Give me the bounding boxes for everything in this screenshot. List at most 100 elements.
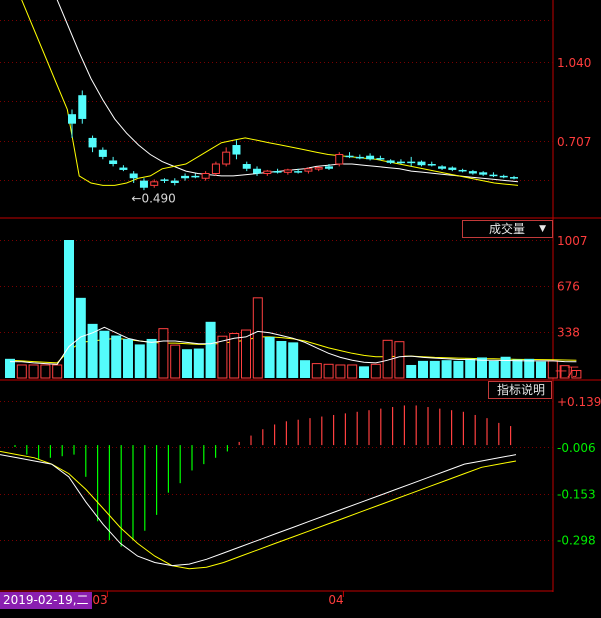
candlestick [335,152,344,167]
chevron-down-icon: ▼ [539,224,546,234]
volume-bar [335,364,346,379]
macd-axis-tick: -0.006 [557,441,596,455]
candle-body [314,167,323,170]
candle-body [489,174,498,177]
macd-panel [0,405,517,570]
volume-axis-tick: 676 [557,279,580,293]
candle-body [109,160,118,165]
volume-bar [99,330,110,378]
volume-ma-white [9,326,577,365]
volume-bar [488,360,499,378]
volume-bar [75,297,86,378]
candle-body [376,158,385,160]
volume-bar [5,358,15,378]
candle-body [499,175,508,178]
candlestick [448,166,457,172]
candlestick [396,159,405,165]
candle-body [98,149,107,157]
volume-bar [182,349,192,378]
candlestick [458,168,467,173]
volume-bar [229,332,240,379]
candlestick [263,169,272,176]
candlestick [417,160,426,167]
volume-bar [559,365,570,379]
ma-line-yellow [21,0,519,186]
candle-body [129,173,138,179]
macd-dea-line [0,450,517,570]
candle-body [294,171,303,173]
candlestick [355,154,364,160]
candlestick [273,168,282,174]
macd-axis-tick: +0.139 [557,395,601,409]
volume-bar [429,360,440,378]
volume-bar [111,335,122,378]
candle-body [160,179,169,181]
candlestick [139,178,148,191]
volume-bar [300,360,310,378]
candlestick [88,135,97,153]
price-axis-tick: 1.040 [557,56,591,70]
candle-body [407,161,416,164]
candle-body [273,171,282,173]
candlestick [129,171,138,183]
candle-body [386,160,395,163]
candle-body [417,161,426,166]
axis-labels: 1.040 0.707 1007 676 338 十万 +0.139 -0.006 -0.153… [92,56,601,607]
candlestick [68,109,76,138]
candle-body [335,154,344,165]
candlestick [150,179,159,188]
volume-bar [500,356,511,378]
candlestick [119,165,128,172]
candlestick [386,159,395,165]
candlestick [170,178,179,186]
candle-body [427,164,436,166]
indicator-help-button[interactable]: 指标说明 [488,381,552,399]
volume-bar [571,369,582,379]
volume-bar [264,336,275,378]
candlestick [489,172,498,178]
volume-bar [64,240,74,378]
candlestick [191,173,200,179]
volume-bar [406,364,417,378]
candle-body [448,167,457,170]
candlestick [294,168,303,174]
candle-body [253,168,262,174]
candlestick [109,156,118,167]
volume-bar [288,342,299,378]
candle-body [88,137,97,148]
candlestick [232,140,241,160]
volume-bar [359,366,369,378]
date-box: 2019-02-19,二 [0,592,92,609]
candle-body [479,172,488,175]
candlestick [242,161,251,172]
volume-bar [252,297,263,379]
candle-body [283,169,292,173]
candle-body [438,166,447,169]
grid-lines [0,0,601,592]
volume-bar [276,340,287,378]
volume-indicator-dropdown[interactable]: 成交量 ▼ [462,220,553,238]
candlestick [283,168,292,175]
candlestick [304,167,313,174]
volume-bar [205,321,216,378]
candle-body [304,168,313,172]
candle-body [345,155,354,158]
volume-axis-tick: 338 [557,326,580,340]
candle-body [191,175,200,178]
volume-bar [170,344,181,379]
volume-bar [52,364,63,379]
low-price-annotation: ←0.490 [131,191,175,205]
candle-body [458,169,467,172]
candlestick [160,178,169,183]
volume-bar [512,359,523,378]
macd-axis-tick: -0.153 [557,488,596,502]
candle-body [68,114,76,124]
candlestick [211,161,220,176]
volume-indicator-label: 成交量 [489,222,526,236]
candle-body [181,175,190,179]
candle-body [170,180,179,183]
candlestick [201,171,210,181]
candlestick [479,171,488,176]
candlestick [222,147,231,167]
